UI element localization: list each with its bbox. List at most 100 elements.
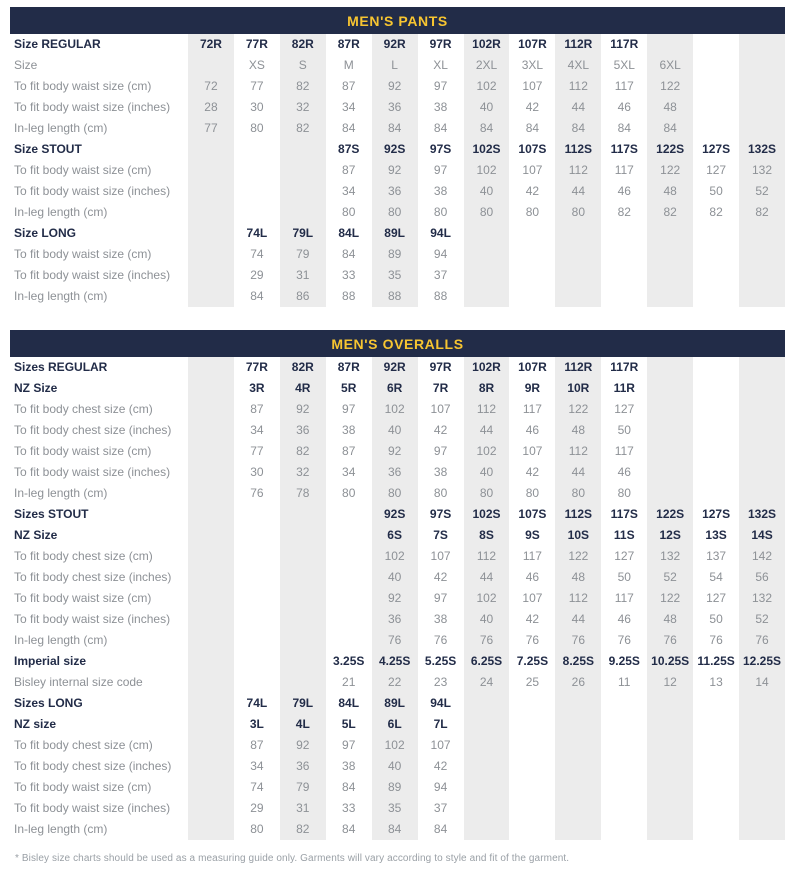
row-label: To fit body waist size (inches)	[14, 184, 171, 198]
size-cell: 74	[250, 247, 264, 261]
size-cell: 76	[647, 630, 694, 651]
size-cell	[693, 223, 739, 244]
size-cell: 84	[525, 121, 540, 135]
size-cell: 92	[279, 735, 326, 756]
size-cell	[326, 609, 372, 630]
size-cell: 22	[371, 672, 418, 693]
size-cell	[693, 265, 739, 286]
size-cell: 92R	[371, 34, 418, 55]
size-cell: 8.25S	[555, 651, 602, 672]
size-cell: 107	[522, 79, 543, 93]
size-cell	[234, 672, 280, 693]
row-label: In-leg length (cm)	[14, 633, 108, 647]
size-cell: 122	[555, 399, 602, 420]
mens-overalls-table-header: MEN'S OVERALLS	[10, 330, 785, 357]
size-cell: 87	[342, 163, 356, 177]
size-cell: 42	[433, 423, 448, 437]
size-cell	[555, 693, 602, 714]
size-cell	[188, 420, 234, 441]
size-cell	[693, 735, 739, 756]
size-cell	[739, 819, 785, 840]
size-cell: 46	[617, 184, 631, 198]
size-cell: 54	[709, 570, 723, 584]
size-cell: 122S	[647, 504, 694, 525]
size-cell: 82	[279, 118, 326, 139]
size-cell	[188, 798, 234, 819]
size-cell: 3XL	[521, 58, 544, 72]
size-cell: M	[343, 58, 354, 72]
mens-pants-table-title: MEN'S PANTS	[347, 12, 448, 29]
size-cell: 35	[371, 798, 418, 819]
size-cell: 74	[250, 780, 264, 794]
size-cell: 84	[433, 121, 448, 135]
size-cell: 5.25S	[424, 654, 457, 668]
size-cell	[279, 567, 326, 588]
size-cell: 80	[371, 483, 418, 504]
size-cell: 82	[647, 202, 694, 223]
size-cell	[693, 441, 739, 462]
size-cell: 132	[739, 588, 785, 609]
size-cell: 38	[433, 465, 448, 479]
size-cell: 92S	[371, 139, 418, 160]
size-cell	[693, 819, 739, 840]
size-cell	[279, 139, 326, 160]
table-row: To fit body chest size (cm) 87 92 97 102 107	[10, 735, 785, 756]
size-cell: 88	[342, 289, 356, 303]
size-cell: 42	[525, 465, 540, 479]
size-cell	[693, 378, 739, 399]
size-cell: 76	[739, 630, 785, 651]
size-cell: 50	[617, 570, 631, 584]
row-label: Sizes STOUT	[14, 507, 89, 521]
size-cell: 82	[617, 205, 631, 219]
size-cell	[739, 735, 785, 756]
size-cell: 11S	[613, 528, 635, 542]
size-cell: 37	[433, 801, 448, 815]
size-cell	[188, 399, 234, 420]
size-cell: 80	[250, 822, 264, 836]
size-cell: 31	[279, 265, 326, 286]
size-cell	[279, 672, 326, 693]
size-cell	[693, 76, 739, 97]
size-cell: 80	[342, 205, 356, 219]
size-cell	[188, 357, 234, 378]
size-cell: 29	[250, 268, 264, 282]
size-cell: 92	[371, 441, 418, 462]
size-cell: 102	[371, 735, 418, 756]
size-cell	[279, 504, 326, 525]
size-cell: 87	[342, 444, 356, 458]
size-cell: 14S	[739, 525, 785, 546]
size-cell	[647, 819, 694, 840]
size-cell	[326, 504, 372, 525]
table-row: Bisley internal size code 21 22 23 24 25 26 11 1…	[10, 672, 785, 693]
size-cell	[509, 223, 555, 244]
measuring-guide-footnote: * Bisley size charts should be used as a…	[15, 853, 570, 864]
size-cell: 107	[522, 591, 543, 605]
size-cell: 14	[739, 672, 785, 693]
size-cell: 92	[279, 399, 326, 420]
table-row: To fit body waist size (inches) 29 31 33 35 3…	[10, 798, 785, 819]
size-cell	[509, 244, 555, 265]
size-cell	[509, 265, 555, 286]
size-cell: 6XL	[647, 55, 694, 76]
size-cell: 80	[617, 486, 631, 500]
size-cell: 84	[371, 118, 418, 139]
size-cell: 33	[342, 801, 356, 815]
size-cell: 38	[433, 612, 448, 626]
size-cell: 4R	[279, 378, 326, 399]
size-cell	[509, 756, 555, 777]
size-cell: 89	[371, 777, 418, 798]
size-cell: 76	[250, 486, 264, 500]
size-cell: 102R	[463, 357, 510, 378]
row-label: Sizes REGULAR	[14, 360, 108, 374]
size-chart-page: MEN'S PANTS Size REGULAR 72R 77R 82R 87R 92R 9…	[10, 7, 785, 864]
size-cell: 102	[463, 160, 510, 181]
size-cell	[739, 714, 785, 735]
size-cell: 9.25S	[608, 654, 640, 668]
size-cell	[647, 357, 694, 378]
size-cell	[739, 76, 785, 97]
size-cell: 77R	[245, 360, 268, 374]
row-label: In-leg length (cm)	[14, 205, 108, 219]
size-cell	[647, 286, 694, 307]
size-cell: 82	[279, 441, 326, 462]
size-cell	[188, 651, 234, 672]
